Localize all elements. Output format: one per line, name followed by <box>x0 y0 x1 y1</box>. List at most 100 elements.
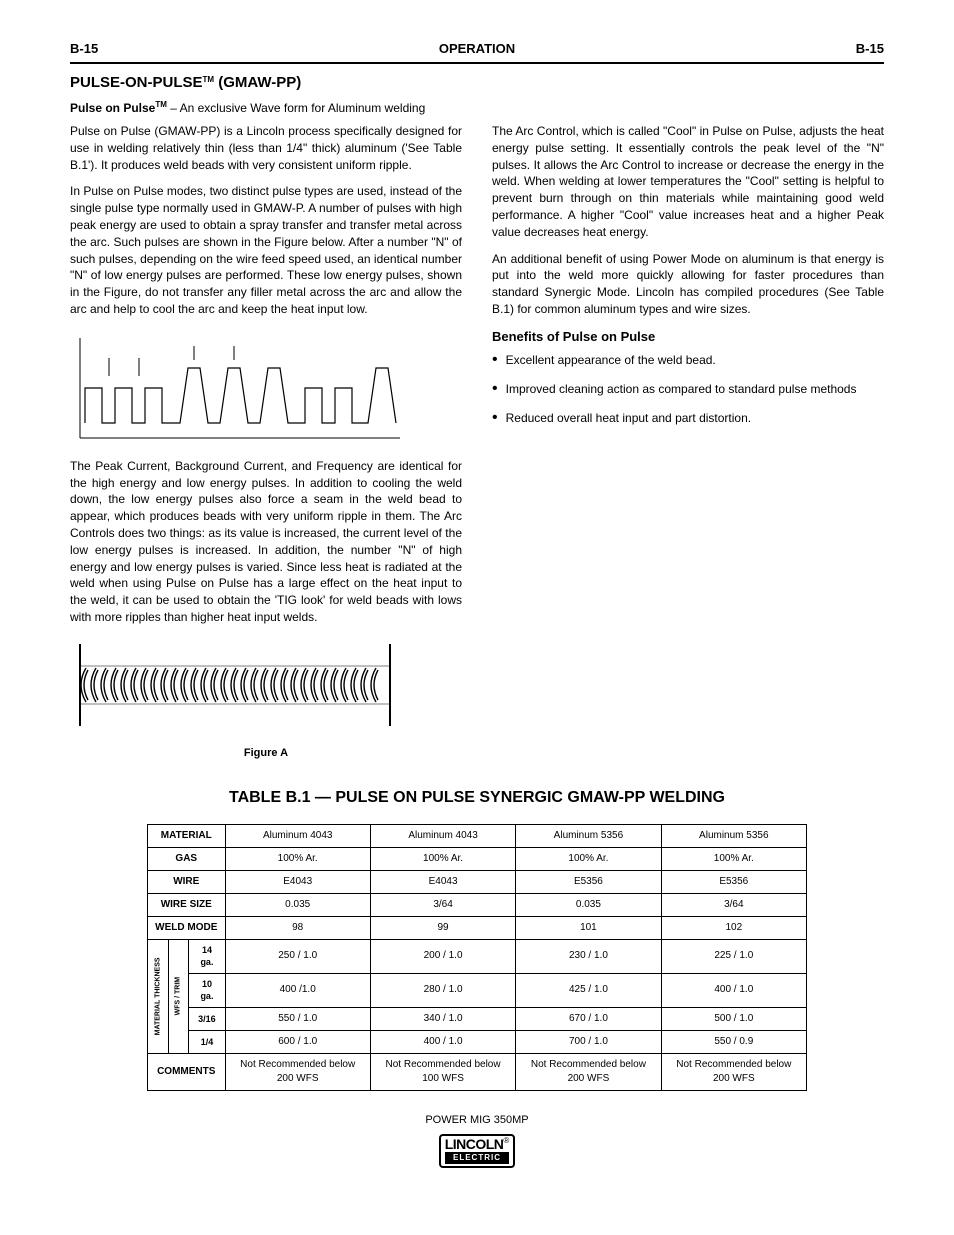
c0r3: 550 / 1.0 <box>225 1007 370 1030</box>
th14q: 1/4 <box>189 1030 225 1053</box>
bullet-icon: • <box>492 352 498 368</box>
c1-wire: E4043 <box>370 870 515 893</box>
hdr-left: B-15 <box>70 40 98 58</box>
row-weldmode: WELD MODE <box>148 916 226 939</box>
c3-gas: 100% Ar. <box>661 847 806 870</box>
main-title-1: PULSE-ON-PULSETM (GMAW-PP) <box>70 72 884 93</box>
row-material: MATERIAL <box>148 824 226 847</box>
vlabel-wfstrim: WFS / TRIM <box>168 939 189 1053</box>
c3c: Not Recommended below 200 WFS <box>661 1053 806 1090</box>
bullet-2: • Improved cleaning action as compared to… <box>492 381 884 398</box>
c3-material: Aluminum 5356 <box>661 824 806 847</box>
title1-prefix: PULSE-ON-PULSE <box>70 74 203 91</box>
b2-text: Improved cleaning action as compared to … <box>506 381 857 398</box>
logo-bottom: ELECTRIC <box>445 1152 510 1164</box>
tm-1: TM <box>203 75 215 84</box>
figure-a-label: Figure A <box>70 746 462 761</box>
c2-wm: 101 <box>516 916 661 939</box>
table-row: 1/4 600 / 1.0 400 / 1.0 700 / 1.0 550 / … <box>148 1030 807 1053</box>
table-row: WELD MODE 98 99 101 102 <box>148 916 807 939</box>
c3-wire: E5356 <box>661 870 806 893</box>
c3r2: 400 / 1.0 <box>661 973 806 1007</box>
c1r2: 280 / 1.0 <box>370 973 515 1007</box>
c2r4: 700 / 1.0 <box>516 1030 661 1053</box>
bullet-icon: • <box>492 381 498 397</box>
c1r3: 340 / 1.0 <box>370 1007 515 1030</box>
b1-text: Excellent appearance of the weld bead. <box>506 352 716 369</box>
welding-table: MATERIAL Aluminum 4043 Aluminum 4043 Alu… <box>147 824 807 1091</box>
c2r2: 425 / 1.0 <box>516 973 661 1007</box>
c0-gas: 100% Ar. <box>225 847 370 870</box>
table-row: GAS 100% Ar. 100% Ar. 100% Ar. 100% Ar. <box>148 847 807 870</box>
c2-gas: 100% Ar. <box>516 847 661 870</box>
c3r3: 500 / 1.0 <box>661 1007 806 1030</box>
rc-p1: The Arc Control, which is called "Cool" … <box>492 123 884 241</box>
row-comments: COMMENTS <box>148 1053 226 1090</box>
page-header: B-15 OPERATION B-15 <box>70 40 884 64</box>
c3r1: 225 / 1.0 <box>661 939 806 973</box>
tm-2: TM <box>155 100 167 109</box>
b3-text: Reduced overall heat input and part dist… <box>506 410 752 427</box>
table-row: MATERIAL THICKNESS WFS / TRIM 14 ga. 250… <box>148 939 807 973</box>
c1-ws: 3/64 <box>370 893 515 916</box>
bullet-3: • Reduced overall heat input and part dis… <box>492 410 884 427</box>
table-row: MATERIAL Aluminum 4043 Aluminum 4043 Alu… <box>148 824 807 847</box>
main-title-2: Pulse on PulseTM – An exclusive Wave for… <box>70 99 884 117</box>
c1r1: 200 / 1.0 <box>370 939 515 973</box>
c1c: Not Recommended below 100 WFS <box>370 1053 515 1090</box>
th10: 10 ga. <box>189 973 225 1007</box>
footer-product: POWER MIG 350MP <box>70 1113 884 1128</box>
c2c: Not Recommended below 200 WFS <box>516 1053 661 1090</box>
hdr-right: B-15 <box>856 40 884 58</box>
logo-top: LINCOLN <box>445 1136 504 1152</box>
c2-material: Aluminum 5356 <box>516 824 661 847</box>
c2-ws: 0.035 <box>516 893 661 916</box>
c3r4: 550 / 0.9 <box>661 1030 806 1053</box>
c0r1: 250 / 1.0 <box>225 939 370 973</box>
c0c: Not Recommended below 200 WFS <box>225 1053 370 1090</box>
c0r2: 400 /1.0 <box>225 973 370 1007</box>
th14: 14 ga. <box>189 939 225 973</box>
title2-suffix: – An exclusive Wave form for Aluminum we… <box>167 101 425 115</box>
right-column: The Arc Control, which is called "Cool" … <box>492 123 884 761</box>
th316: 3/16 <box>189 1007 225 1030</box>
c1r4: 400 / 1.0 <box>370 1030 515 1053</box>
table-title: TABLE B.1 — PULSE ON PULSE SYNERGIC GMAW… <box>70 787 884 809</box>
bullet-1: • Excellent appearance of the weld bead. <box>492 352 884 369</box>
c3-ws: 3/64 <box>661 893 806 916</box>
left-column: Pulse on Pulse (GMAW-PP) is a Lincoln pr… <box>70 123 462 761</box>
table-row: 10 ga. 400 /1.0 280 / 1.0 425 / 1.0 400 … <box>148 973 807 1007</box>
c0-ws: 0.035 <box>225 893 370 916</box>
lc-p1: Pulse on Pulse (GMAW-PP) is a Lincoln pr… <box>70 123 462 173</box>
lc-p3: The Peak Current, Background Current, an… <box>70 458 462 626</box>
table-row: COMMENTS Not Recommended below 200 WFS N… <box>148 1053 807 1090</box>
c0-wire: E4043 <box>225 870 370 893</box>
c2-wire: E5356 <box>516 870 661 893</box>
c1-gas: 100% Ar. <box>370 847 515 870</box>
c3-wm: 102 <box>661 916 806 939</box>
reg-mark: ® <box>503 1136 509 1145</box>
lc-p2: In Pulse on Pulse modes, two distinct pu… <box>70 183 462 317</box>
c0-material: Aluminum 4043 <box>225 824 370 847</box>
c2r3: 670 / 1.0 <box>516 1007 661 1030</box>
hdr-center: OPERATION <box>439 40 515 58</box>
lincoln-logo: LINCOLN® ELECTRIC <box>439 1134 516 1168</box>
row-gas: GAS <box>148 847 226 870</box>
table-row: WIRE SIZE 0.035 3/64 0.035 3/64 <box>148 893 807 916</box>
title2-prefix: Pulse on Pulse <box>70 101 155 115</box>
weld-bead-figure <box>70 636 462 736</box>
page-footer: POWER MIG 350MP LINCOLN® ELECTRIC <box>70 1113 884 1168</box>
table-row: 3/16 550 / 1.0 340 / 1.0 670 / 1.0 500 /… <box>148 1007 807 1030</box>
c0-wm: 98 <box>225 916 370 939</box>
rc-p2: An additional benefit of using Power Mod… <box>492 251 884 318</box>
row-wire: WIRE <box>148 870 226 893</box>
waveform-figure <box>70 328 462 448</box>
c0r4: 600 / 1.0 <box>225 1030 370 1053</box>
c1-material: Aluminum 4043 <box>370 824 515 847</box>
row-wiresize: WIRE SIZE <box>148 893 226 916</box>
bullet-icon: • <box>492 410 498 426</box>
c2r1: 230 / 1.0 <box>516 939 661 973</box>
table-row: WIRE E4043 E4043 E5356 E5356 <box>148 870 807 893</box>
c1-wm: 99 <box>370 916 515 939</box>
benefits-heading: Benefits of Pulse on Pulse <box>492 328 884 346</box>
